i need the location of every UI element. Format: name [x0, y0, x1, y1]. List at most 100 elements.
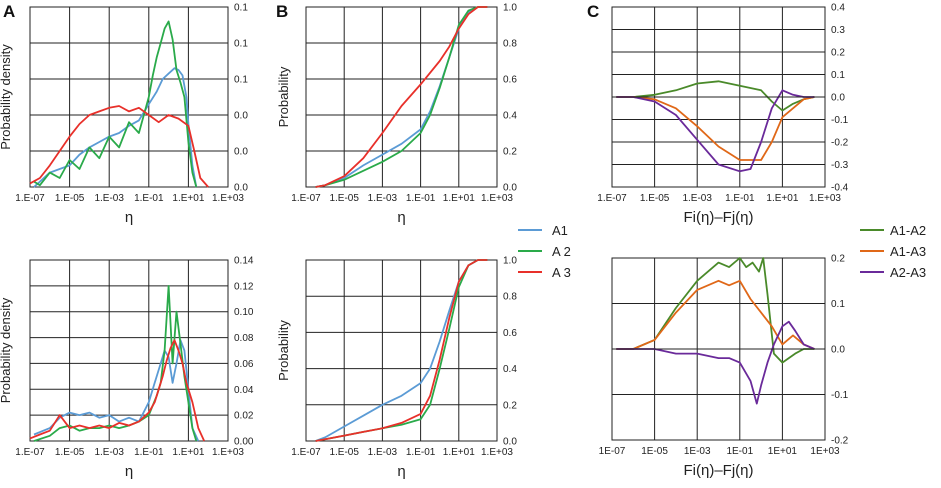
- y-tick-label: -0.2: [831, 138, 849, 149]
- y-axis-label: Probability: [276, 66, 291, 127]
- x-axis-label: η: [125, 209, 133, 226]
- chart-b-bottom: 1.E-07 1.E-05 1.E-03 1.E-01 1.E+01 1.E+030.0 0…: [276, 256, 517, 481]
- panel-label-b: B: [276, 2, 288, 21]
- chart-b-top: 1.E-07 1.E-05 1.E-03 1.E-01 1.E+01 1.E+030.0 0…: [276, 3, 517, 227]
- legend-left-label-2: A 3: [552, 265, 571, 280]
- y-tick-label: 1.0: [503, 3, 517, 14]
- series-line-a3: [29, 105, 209, 188]
- y-tick-label: 0.04: [234, 385, 254, 396]
- series-line-a1: [33, 339, 200, 442]
- y-tick-label: 0.2: [503, 400, 517, 411]
- x-tick-label: 1.E-05: [55, 447, 85, 458]
- y-tick-label: 0.0: [234, 183, 248, 194]
- x-tick-label: 1.E+01: [172, 193, 204, 204]
- y-tick-label: 0.1: [831, 70, 845, 81]
- panel-label-c: C: [587, 2, 599, 21]
- y-tick-label: 0.1: [234, 39, 248, 50]
- y-tick-label: 0.1: [234, 75, 248, 86]
- legend-left: A1 A 2 A 3: [518, 223, 571, 280]
- series-line-a1-a3: [616, 279, 815, 350]
- x-tick-label: 1E-05: [641, 446, 668, 457]
- y-tick-label: 0.0: [503, 183, 517, 194]
- y-tick-label: -0.1: [831, 115, 849, 126]
- y-tick-label: -0.3: [831, 160, 849, 171]
- series-line-a2-a3: [616, 320, 815, 405]
- x-tick-label: 1.E-01: [134, 447, 164, 458]
- legend-right-label-0: A1-A2: [890, 223, 926, 238]
- x-tick-label: 1E-01: [726, 446, 753, 457]
- series-line-a2: [315, 259, 488, 442]
- x-tick-label: 1.E-07: [291, 447, 321, 458]
- y-axis-label: Probability density: [0, 44, 13, 150]
- y-tick-label: 1.0: [503, 256, 517, 267]
- series-line-a3: [315, 259, 488, 442]
- y-tick-label: -0.2: [831, 436, 849, 447]
- x-tick-label: 1.E-07: [15, 193, 45, 204]
- x-tick-label: 1.E-01: [134, 193, 164, 204]
- plot-frame: [29, 259, 229, 442]
- y-tick-label: 0.4: [503, 364, 517, 375]
- chart-c-bottom: 1E-07 1E-05 1E-03 1E-01 1E+01 1E+03-0.2 -0.1 0.…: [599, 254, 849, 480]
- x-tick-label: 1.E-01: [406, 193, 436, 204]
- chart-a-bottom: 1.E-07 1.E-05 1.E-03 1.E-01 1.E+01 1.E+030.00…: [0, 256, 254, 481]
- y-tick-label: 0.8: [503, 39, 517, 50]
- y-tick-label: 0.8: [503, 292, 517, 303]
- y-tick-label: 0.2: [831, 254, 845, 265]
- x-tick-label: 1E-07: [599, 446, 626, 457]
- y-axis-label: Probability: [276, 320, 291, 381]
- x-tick-label: 1.E+01: [443, 447, 475, 458]
- series-line-a1: [33, 67, 198, 188]
- y-tick-label: 0.2: [831, 48, 845, 59]
- y-tick-label: 0.4: [503, 111, 517, 122]
- series-line-a1-a2: [616, 257, 815, 364]
- y-tick-label: 0.0: [234, 111, 248, 122]
- x-tick-label: 1.E+03: [481, 447, 513, 458]
- x-tick-label: 1.E-03: [94, 193, 124, 204]
- legend-right-label-1: A1-A3: [890, 244, 926, 259]
- x-axis-label: η: [397, 209, 405, 226]
- y-tick-label: 0.1: [234, 3, 248, 14]
- x-axis-label: Fi(η)–Fj(η): [684, 462, 754, 479]
- x-tick-label: 1.E-05: [329, 447, 359, 458]
- series-line-a2-a3: [616, 89, 815, 173]
- y-tick-label: 0.4: [831, 3, 845, 14]
- y-tick-label: 0.00: [234, 437, 254, 448]
- panel-label-a: A: [3, 2, 15, 21]
- x-tick-label: 1.E-03: [682, 193, 712, 204]
- series-line-a1-a3: [616, 96, 815, 161]
- x-tick-label: 1.E-03: [94, 447, 124, 458]
- x-tick-label: 1.E+03: [212, 193, 244, 204]
- legend-right: A1-A2 A1-A3 A2-A3: [860, 223, 926, 280]
- y-tick-label: 0.0: [503, 437, 517, 448]
- y-tick-label: 0.6: [503, 328, 517, 339]
- x-tick-label: 1.E-05: [55, 193, 85, 204]
- legend-right-label-2: A2-A3: [890, 265, 926, 280]
- chart-c-top: 1.E-07 1.E-05 1.E-03 1.E-01 1.E+01 1.E+03-0.4…: [597, 3, 848, 227]
- y-tick-label: 0.02: [234, 411, 254, 422]
- x-tick-label: 1.E-03: [368, 193, 398, 204]
- series-line-a2: [315, 6, 488, 188]
- x-tick-label: 1E-03: [684, 446, 711, 457]
- y-tick-label: 0.08: [234, 333, 254, 344]
- x-tick-label: 1.E+03: [481, 193, 513, 204]
- plot-frame: [305, 259, 498, 442]
- y-tick-label: 0.12: [234, 281, 254, 292]
- x-tick-label: 1.E+03: [809, 193, 841, 204]
- x-axis-label: η: [125, 463, 133, 480]
- x-tick-label: 1.E-01: [406, 447, 436, 458]
- y-tick-label: 0.6: [503, 75, 517, 86]
- y-tick-label: 0.0: [831, 93, 845, 104]
- x-tick-label: 1.E-07: [15, 447, 45, 458]
- series-line-a1: [315, 6, 488, 188]
- series-line-a3: [29, 339, 206, 442]
- plot-frame: [29, 6, 229, 188]
- y-axis-label: Probability density: [0, 297, 13, 403]
- y-tick-label: -0.1: [831, 390, 849, 401]
- x-axis-label: η: [397, 463, 405, 480]
- y-tick-label: 0.1: [831, 299, 845, 310]
- x-tick-label: 1.E-07: [291, 193, 321, 204]
- x-tick-label: 1.E-05: [640, 193, 670, 204]
- plot-frame: [305, 6, 498, 188]
- series-line-a2: [33, 20, 198, 188]
